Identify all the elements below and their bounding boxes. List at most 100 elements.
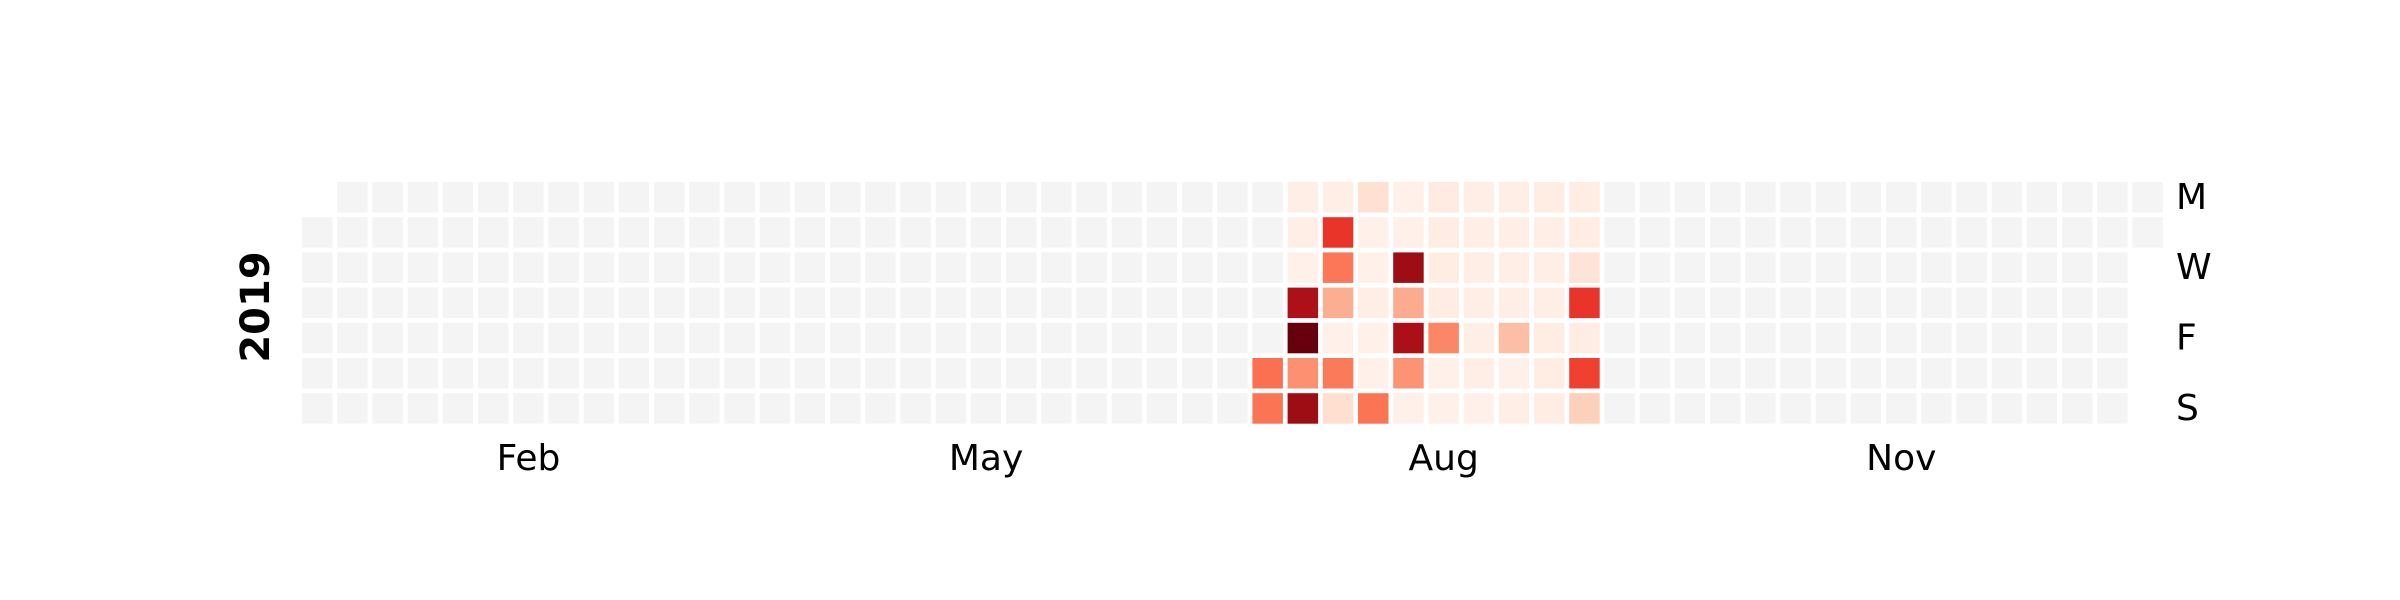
heatmap-cell xyxy=(865,217,896,248)
heatmap-cell xyxy=(1674,287,1706,319)
heatmap-cell xyxy=(1921,217,1952,248)
heatmap-cell xyxy=(1780,287,1811,319)
heatmap-cell xyxy=(1217,322,1248,354)
heatmap-cell xyxy=(1780,358,1811,389)
heatmap-cell xyxy=(372,287,403,319)
heatmap-cell xyxy=(1498,358,1530,389)
heatmap-cell xyxy=(1780,252,1811,283)
heatmap-cell xyxy=(1534,217,1565,248)
heatmap-cell xyxy=(1534,252,1565,283)
heatmap-cell xyxy=(1921,182,1952,213)
heatmap-cell xyxy=(1076,252,1107,283)
heatmap-cell xyxy=(1252,358,1283,389)
heatmap-cell xyxy=(654,217,685,248)
heatmap-cell xyxy=(1780,182,1811,213)
heatmap-cell xyxy=(2097,358,2128,389)
heatmap-cell xyxy=(583,217,615,248)
heatmap-cell xyxy=(583,322,615,354)
heatmap-cell xyxy=(1111,287,1143,319)
heatmap-cell xyxy=(1956,182,1987,213)
heatmap-cell xyxy=(865,358,896,389)
heatmap-cell xyxy=(372,182,403,213)
heatmap-cell xyxy=(1041,252,1072,283)
heatmap-cell xyxy=(970,217,1002,248)
heatmap-cell xyxy=(2062,217,2093,248)
heatmap-cell xyxy=(865,322,896,354)
heatmap-cell xyxy=(337,182,368,213)
heatmap-cell xyxy=(1006,358,1037,389)
heatmap-cell xyxy=(302,252,333,283)
heatmap-cell xyxy=(759,217,791,248)
heatmap-cell xyxy=(1287,217,1319,248)
heatmap-cell xyxy=(1815,182,1847,213)
heatmap-cell xyxy=(1850,182,1882,213)
heatmap-cell xyxy=(724,322,755,354)
heatmap-cell xyxy=(1287,287,1319,319)
heatmap-cell xyxy=(1639,322,1671,354)
heatmap-cell xyxy=(689,217,720,248)
heatmap-cell xyxy=(337,393,368,424)
heatmap-cell xyxy=(1041,182,1072,213)
heatmap-cell xyxy=(1604,322,1635,354)
heatmap-cell xyxy=(1358,252,1389,283)
heatmap-cell xyxy=(1006,393,1037,424)
heatmap-cell xyxy=(1710,217,1741,248)
heatmap-cell xyxy=(1498,252,1530,283)
heatmap-cell xyxy=(830,358,861,389)
heatmap-cell xyxy=(372,322,403,354)
heatmap-cell xyxy=(513,252,544,283)
heatmap-cell xyxy=(548,393,579,424)
heatmap-cell xyxy=(2026,287,2058,319)
heatmap-cell xyxy=(1393,182,1424,213)
heatmap-cell xyxy=(2097,182,2128,213)
heatmap-cell xyxy=(1428,252,1459,283)
heatmap-cell xyxy=(1428,182,1459,213)
heatmap-cell xyxy=(900,217,931,248)
heatmap-cell xyxy=(1569,393,1600,424)
heatmap-cell xyxy=(1252,287,1283,319)
heatmap-cell xyxy=(1287,322,1319,354)
heatmap-cell xyxy=(1428,322,1459,354)
heatmap-cell xyxy=(1815,358,1847,389)
heatmap-cell xyxy=(1111,217,1143,248)
heatmap-cell xyxy=(1182,252,1213,283)
heatmap-cell xyxy=(1393,393,1424,424)
heatmap-cell xyxy=(1358,393,1389,424)
heatmap-cell xyxy=(1956,322,1987,354)
heatmap-cell xyxy=(1569,182,1600,213)
heatmap-cell xyxy=(478,358,509,389)
heatmap-cell xyxy=(1041,393,1072,424)
heatmap-cell xyxy=(2132,182,2163,213)
heatmap-cell xyxy=(1745,217,1776,248)
heatmap-cell xyxy=(1358,287,1389,319)
heatmap-cell xyxy=(654,252,685,283)
heatmap-cell xyxy=(830,217,861,248)
heatmap-cell xyxy=(900,393,931,424)
heatmap-cell xyxy=(2132,217,2163,248)
heatmap-cell xyxy=(1146,393,1178,424)
heatmap-cell xyxy=(1850,322,1882,354)
heatmap-cell xyxy=(1745,393,1776,424)
heatmap-cell xyxy=(618,287,650,319)
heatmap-cell xyxy=(1534,182,1565,213)
heatmap-cell xyxy=(1463,393,1495,424)
heatmap-cell xyxy=(1252,322,1283,354)
heatmap-cell xyxy=(618,217,650,248)
heatmap-cell xyxy=(1534,393,1565,424)
heatmap-cell xyxy=(1745,322,1776,354)
heatmap-cell xyxy=(654,358,685,389)
heatmap-cell xyxy=(689,322,720,354)
heatmap-cell xyxy=(513,217,544,248)
year-label: 2019 xyxy=(233,251,279,362)
heatmap-cell xyxy=(1252,252,1283,283)
heatmap-cell xyxy=(1569,217,1600,248)
heatmap-cell xyxy=(372,358,403,389)
heatmap-cell xyxy=(1745,287,1776,319)
heatmap-cell xyxy=(1006,182,1037,213)
heatmap-cell xyxy=(1886,252,1917,283)
heatmap-cell xyxy=(548,217,579,248)
month-label: Aug xyxy=(1409,438,1479,479)
heatmap-cell xyxy=(583,252,615,283)
heatmap-cell xyxy=(2097,322,2128,354)
heatmap-cell xyxy=(1182,322,1213,354)
